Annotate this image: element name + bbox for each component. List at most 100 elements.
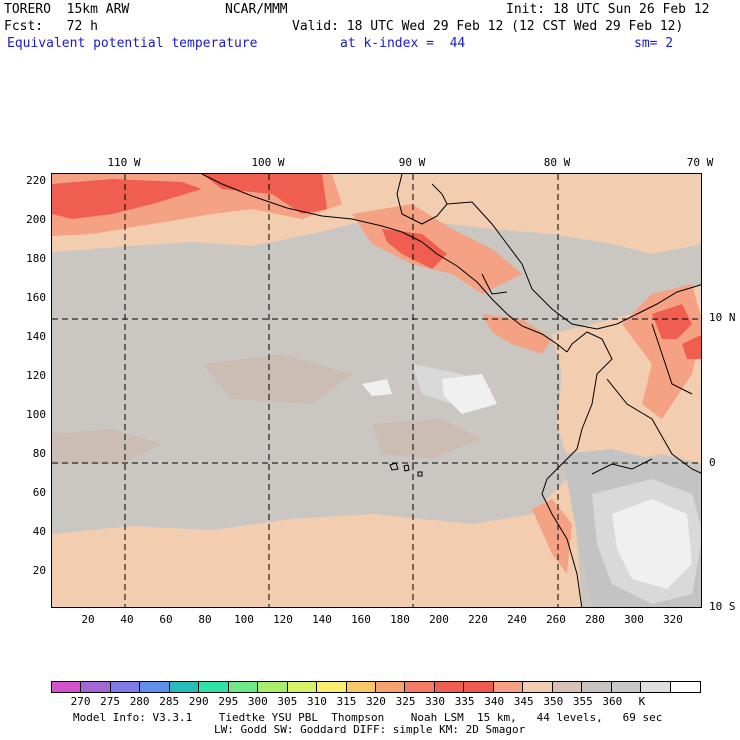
colorbar xyxy=(51,681,701,693)
forecast-hour: Fcst: 72 h xyxy=(4,19,98,34)
colorbar-label: 320 xyxy=(366,695,386,708)
colorbar-swatch xyxy=(317,682,347,692)
colorbar-label: 350 xyxy=(543,695,564,708)
red-patch xyxy=(652,304,692,339)
colorbar-swatch xyxy=(464,682,494,692)
colorbar-swatch xyxy=(52,682,82,692)
grid-y-tick-label: 200 xyxy=(26,213,46,226)
colorbar-swatch xyxy=(582,682,612,692)
grid-y-tick-label: 60 xyxy=(32,486,46,499)
physics-info: LW: Godd SW: Goddard DIFF: simple KM: 2D… xyxy=(214,723,526,736)
colorbar-swatch xyxy=(346,682,376,692)
valid-time: Valid: 18 UTC Wed 29 Feb 12 (12 CST Wed … xyxy=(292,19,684,34)
colorbar-label: K xyxy=(638,695,646,708)
red-patch xyxy=(52,179,202,219)
warm-band-south xyxy=(52,474,582,607)
colorbar-label: 330 xyxy=(425,695,446,708)
coastline-ecuador-peru xyxy=(541,448,583,607)
colorbar-swatch xyxy=(375,682,406,692)
colorbar-swatch xyxy=(405,682,435,692)
border-interior xyxy=(606,378,701,474)
grid-x-tick-label: 160 xyxy=(351,613,371,626)
grid-y-tick-label: 120 xyxy=(26,369,46,382)
colorbar-label: 340 xyxy=(484,695,505,708)
grid-y-tick-label: 80 xyxy=(32,447,46,460)
warm-patch xyxy=(202,354,352,404)
colorbar-label: 305 xyxy=(277,695,298,708)
model-name: TORERO 15km ARW xyxy=(4,2,130,17)
colorbar-swatch xyxy=(641,682,671,692)
grid-x-tick-label: 140 xyxy=(312,613,332,626)
grid-x-tick-label: 320 xyxy=(663,613,683,626)
grid-x-tick-label: 120 xyxy=(273,613,293,626)
lon-label: 90 W xyxy=(398,156,426,169)
colorbar-label: 280 xyxy=(129,695,150,708)
smoothing: sm= 2 xyxy=(634,36,674,51)
grid-x-tick-label: 180 xyxy=(390,613,410,626)
coastline-colombia xyxy=(566,331,613,450)
lon-label: 110 W xyxy=(107,156,141,169)
grid-x-tick-label: 300 xyxy=(624,613,644,626)
grid-y-tick-label: 180 xyxy=(26,252,46,265)
red-patch xyxy=(382,229,447,269)
grid-x-tick-label: 60 xyxy=(159,613,173,626)
coastline-central-america xyxy=(421,241,568,353)
coolest-area xyxy=(442,374,497,414)
border-interior xyxy=(591,458,653,475)
colorbar-swatch xyxy=(434,682,465,692)
lon-label: 70 W xyxy=(686,156,714,169)
coastline-galapagos xyxy=(389,462,423,477)
colorbar-label: 295 xyxy=(218,695,239,708)
colorbar-label: 275 xyxy=(100,695,121,708)
border-interior xyxy=(481,273,508,295)
colorbar-label: 315 xyxy=(336,695,357,708)
border-interior xyxy=(651,323,693,395)
colorbar-swatch xyxy=(81,682,111,692)
colorbar-swatch xyxy=(199,682,229,692)
colorbar-swatch xyxy=(611,682,642,692)
colorbar-label: 290 xyxy=(188,695,209,708)
colorbar-swatch xyxy=(110,682,141,692)
lat-label: 10 N xyxy=(709,311,736,324)
grid-y-tick-label: 160 xyxy=(26,291,46,304)
map-canvas xyxy=(52,174,701,607)
center-name: NCAR/MMM xyxy=(225,2,288,17)
grid-x-tick-label: 80 xyxy=(198,613,212,626)
colorbar-label: 310 xyxy=(306,695,327,708)
lat-label: 10 S xyxy=(709,600,736,613)
coastline-caribbean xyxy=(446,201,618,330)
lon-label: 80 W xyxy=(543,156,571,169)
warm-patch xyxy=(52,429,162,464)
grid-y-tick-label: 20 xyxy=(32,564,46,577)
grid-x-tick-label: 20 xyxy=(81,613,95,626)
salmon-patch xyxy=(532,499,572,574)
coastline-venezuela xyxy=(616,284,701,325)
model-info: Model Info: V3.3.1 Tiedtke YSU PBL Thomp… xyxy=(73,711,663,724)
red-patch xyxy=(202,174,327,214)
grid-y-tick-label: 140 xyxy=(26,330,46,343)
colorbar-swatch xyxy=(493,682,524,692)
map-panel xyxy=(51,173,702,608)
init-time: Init: 18 UTC Sun 26 Feb 12 xyxy=(506,2,710,17)
red-patch xyxy=(682,334,701,359)
coastline xyxy=(201,174,701,607)
colorbar-swatch xyxy=(169,682,200,692)
colorbar-swatch xyxy=(228,682,259,692)
grid-y-tick-label: 220 xyxy=(26,174,46,187)
grid-x-tick-label: 200 xyxy=(429,613,449,626)
coastline-mexico xyxy=(201,174,423,243)
colorbar-swatch xyxy=(523,682,553,692)
colorbar-label: 285 xyxy=(159,695,180,708)
colorbar-swatch xyxy=(140,682,170,692)
level-index: at k-index = 44 xyxy=(340,36,466,51)
lon-label: 100 W xyxy=(251,156,285,169)
grid-x-tick-label: 260 xyxy=(546,613,566,626)
colorbar-swatch xyxy=(670,682,700,692)
salmon-patch xyxy=(482,314,552,354)
colorbar-swatch xyxy=(258,682,288,692)
colorbar-label: 325 xyxy=(395,695,416,708)
colorbar-label: 335 xyxy=(454,695,475,708)
grid-x-tick-label: 100 xyxy=(234,613,254,626)
grid-x-tick-label: 280 xyxy=(585,613,605,626)
coolest-area xyxy=(362,379,392,396)
